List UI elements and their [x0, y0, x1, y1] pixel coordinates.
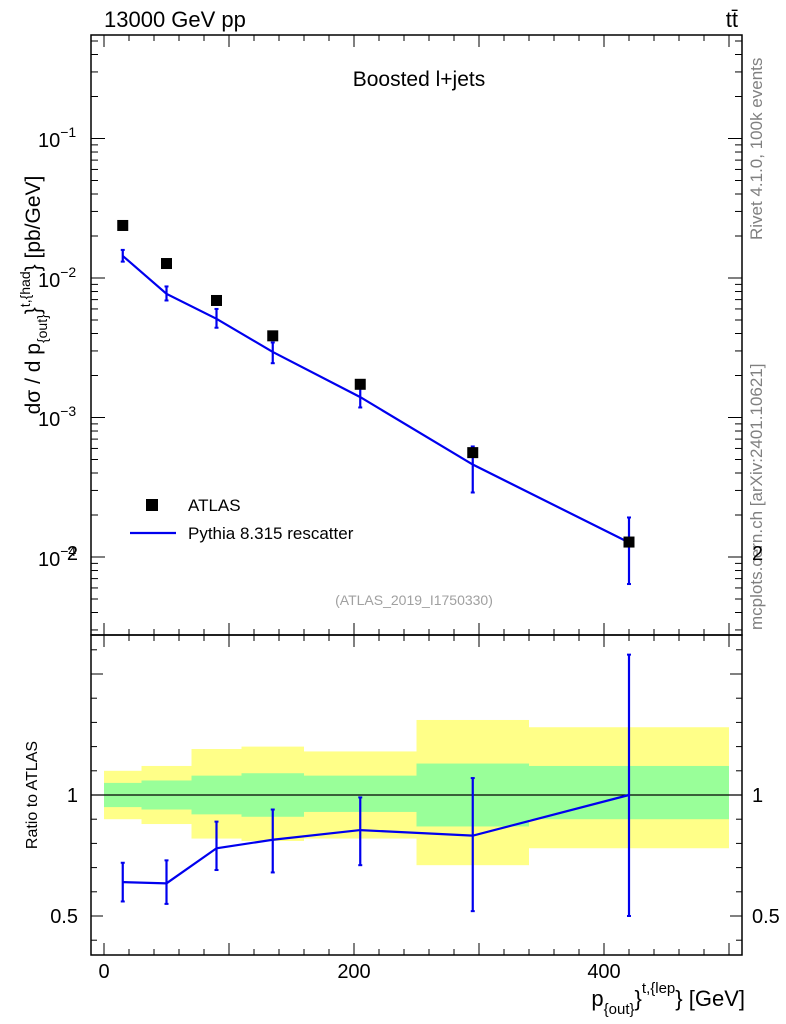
- data-marks: [117, 219, 635, 917]
- ratio-y-tick-label-right: 1: [752, 785, 763, 807]
- axis-ticks: [91, 35, 742, 955]
- atlas-data-point: [267, 330, 279, 342]
- legend: ATLAS Pythia 8.315 rescatter: [130, 496, 354, 543]
- main-y-axis-label: dσ / d p{out}}t,{had} [pb/GeV]: [17, 176, 50, 415]
- ratio-y-tick-labels: 0.5 0.5 1 1 2 2: [50, 543, 780, 928]
- legend-atlas-marker: [146, 499, 158, 511]
- chart-title: Boosted l+jets: [353, 68, 486, 91]
- x-tick-label: 200: [337, 961, 370, 983]
- x-tick-label: 0: [98, 961, 109, 983]
- atlas-data-point: [354, 378, 366, 390]
- legend-pythia-label: Pythia 8.315 rescatter: [188, 524, 354, 543]
- atlas-data-point: [467, 447, 479, 459]
- mcplots-label: mcplots.cern.ch [arXiv:2401.10621]: [747, 364, 766, 630]
- ratio-y-axis-label: Ratio to ATLAS: [24, 741, 41, 849]
- ratio-y-tick-label: 0.5: [50, 906, 78, 928]
- ratio-y-tick-label-right: 2: [752, 543, 763, 565]
- atlas-data-point: [623, 536, 635, 548]
- x-axis-label: p{out}}t,{lep} [GeV]: [591, 980, 745, 1018]
- atlas-data-point: [161, 258, 172, 270]
- analysis-id: (ATLAS_2019_I1750330): [335, 592, 493, 608]
- atlas-data-point: [211, 294, 222, 306]
- x-tick-label: 400: [587, 961, 620, 983]
- ratio-y-tick-label: 1: [67, 785, 78, 807]
- energy-label: 13000 GeV pp: [104, 7, 246, 32]
- rivet-version-label: Rivet 4.1.0, 100k events: [747, 58, 766, 240]
- ratio-uncertainty-bands: [104, 719, 729, 866]
- atlas-data-point: [117, 219, 129, 231]
- legend-atlas-label: ATLAS: [188, 496, 241, 515]
- x-tick-labels: 0 200 400: [98, 961, 620, 983]
- process-label: tt̄: [726, 7, 738, 32]
- y-tick-label-1e-1: 10−1: [38, 124, 76, 152]
- main-panel-frame: [90, 34, 743, 636]
- ratio-y-tick-label-right: 0.5: [752, 906, 780, 928]
- ratio-y-tick-label: 2: [67, 543, 78, 565]
